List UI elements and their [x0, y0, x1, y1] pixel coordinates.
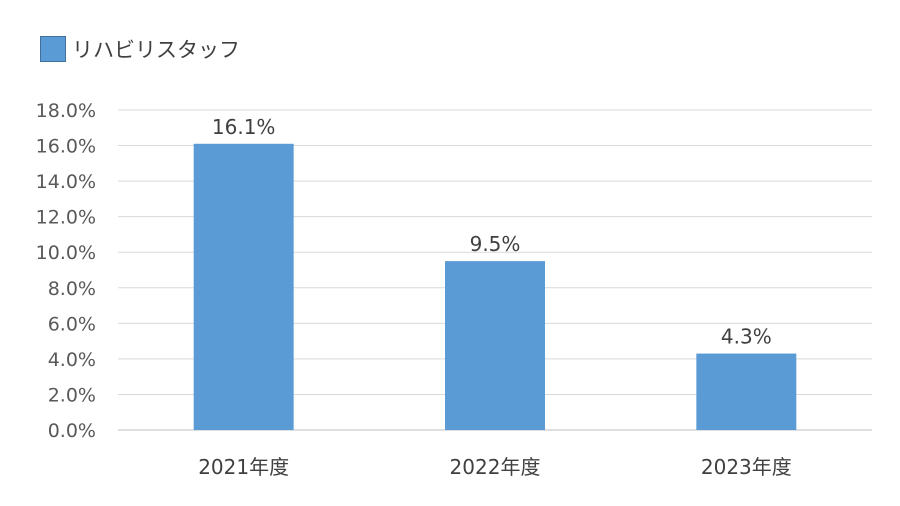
legend: リハビリスタッフ [40, 34, 240, 64]
data-label: 16.1% [212, 115, 276, 139]
x-tick-label: 2021年度 [198, 455, 289, 479]
legend-label: リハビリスタッフ [72, 38, 240, 62]
legend-swatch [40, 36, 66, 62]
y-tick-label: 16.0% [36, 136, 96, 158]
y-tick-label: 4.0% [48, 349, 96, 371]
data-label: 4.3% [721, 325, 772, 349]
y-tick-label: 18.0% [36, 100, 96, 122]
x-tick-label: 2023年度 [701, 455, 792, 479]
bar [193, 143, 294, 430]
bar [696, 353, 797, 430]
y-tick-label: 6.0% [48, 313, 96, 335]
y-tick-label: 10.0% [36, 242, 96, 264]
data-label: 9.5% [470, 232, 521, 256]
x-tick-label: 2022年度 [450, 455, 541, 479]
y-tick-label: 8.0% [48, 278, 96, 300]
y-tick-label: 0.0% [48, 420, 96, 442]
bar [445, 261, 545, 430]
y-tick-label: 2.0% [48, 384, 96, 406]
y-tick-label: 12.0% [36, 207, 96, 229]
y-tick-label: 14.0% [36, 171, 96, 193]
